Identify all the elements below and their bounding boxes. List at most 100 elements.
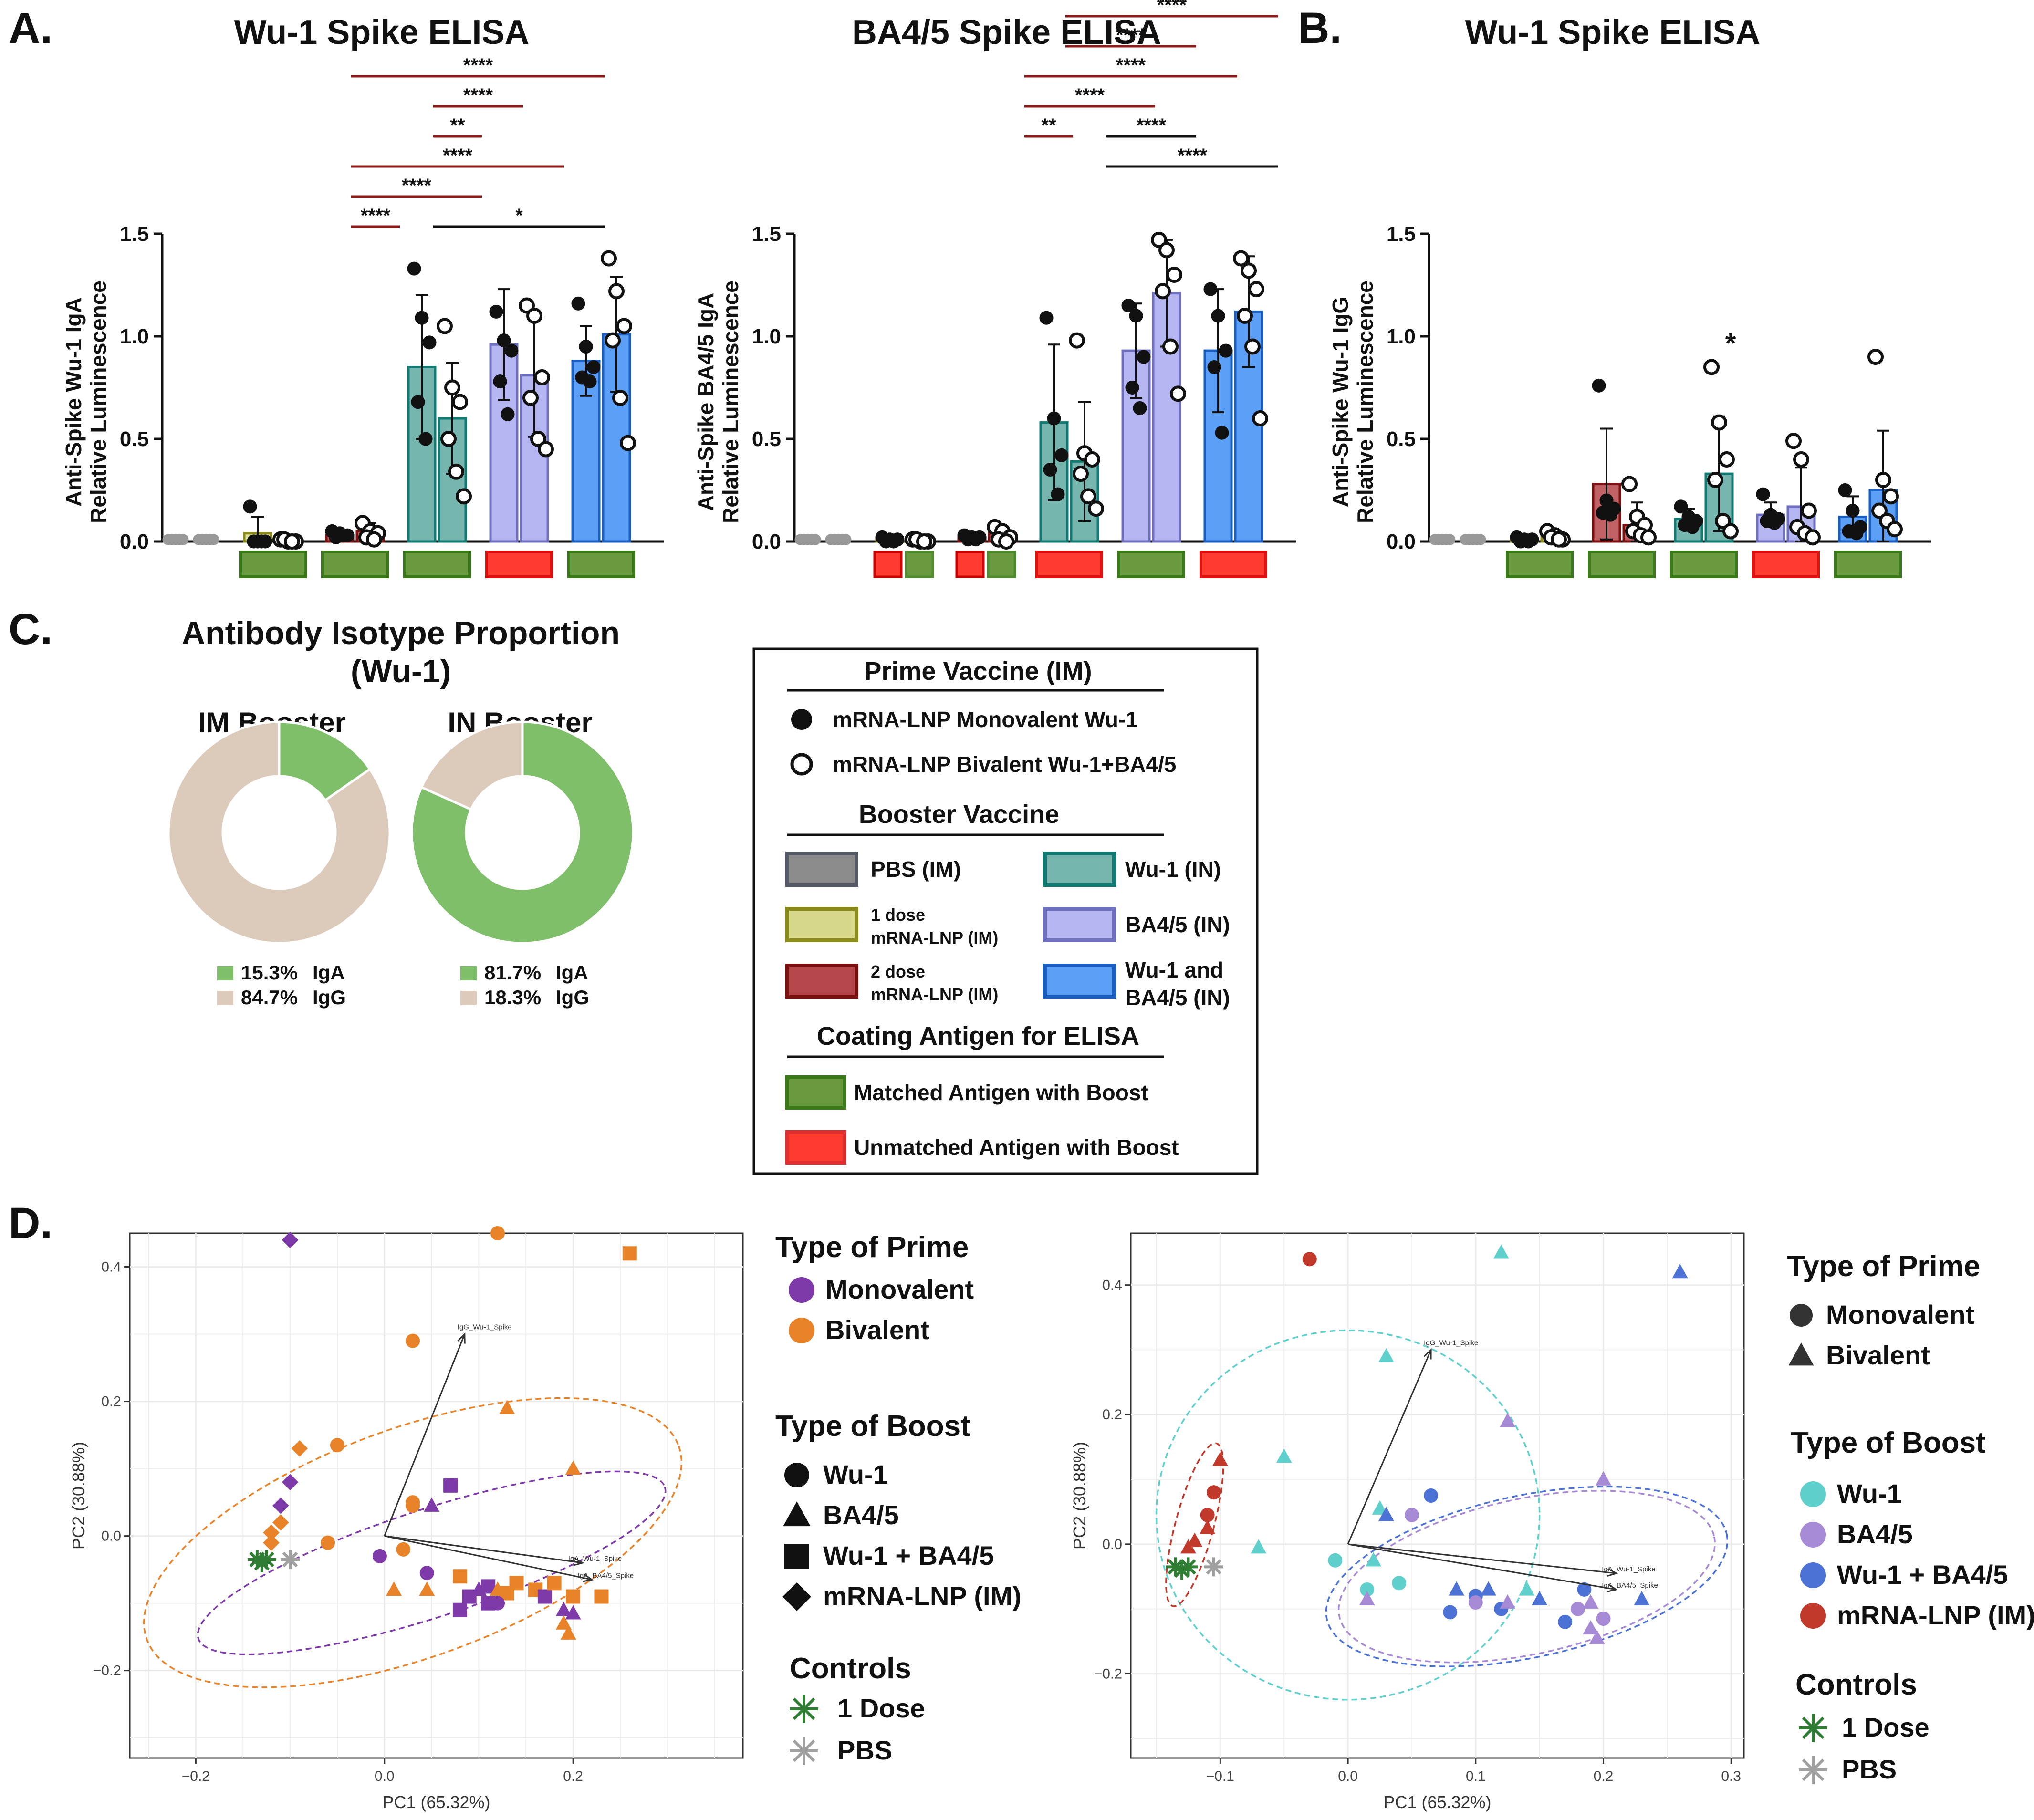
pca-point (1378, 1507, 1394, 1521)
pca-point (462, 1589, 477, 1604)
pca-legend-marker (790, 1695, 818, 1723)
donut-legend-label: IgG (556, 986, 589, 1009)
coating-box-matched (1834, 551, 1902, 578)
significance-label: **** (1157, 0, 1187, 16)
star-stroke (1802, 1758, 1825, 1781)
pca-point (1583, 1620, 1599, 1635)
pca-point (1634, 1591, 1650, 1606)
legend-prime-header: Prime Vaccine (IM) (864, 657, 1092, 686)
coating-box-matched (905, 551, 934, 578)
arrow-head (1606, 1583, 1618, 1592)
pca-point (1481, 1581, 1497, 1596)
legend-booster-label: 2 dose (871, 962, 925, 981)
pca-point (509, 1576, 524, 1591)
pca-point (499, 1400, 515, 1414)
confidence-ellipse (143, 1397, 683, 1688)
pca-point (1302, 1252, 1317, 1267)
data-point (1715, 513, 1731, 529)
pca-point (1378, 1348, 1394, 1362)
y-tick-label: 0.0 (101, 1529, 121, 1544)
pca-legend-label: mRNA-LNP (IM) (823, 1581, 1022, 1611)
legend-booster-swatch (785, 964, 858, 999)
data-point (1846, 504, 1860, 518)
donut-legend-pct: 81.7% (484, 961, 541, 984)
data-point (284, 533, 300, 550)
pca-point (1180, 1539, 1196, 1554)
pca-point (555, 1602, 572, 1616)
pca-point (1328, 1553, 1343, 1568)
pca-legend-marker (1799, 1756, 1827, 1784)
data-point (1155, 283, 1171, 300)
data-point (1237, 308, 1253, 324)
y-tick-label: 0.0 (1387, 530, 1416, 553)
loading-arrow (384, 1535, 583, 1564)
legend-booster-swatch (785, 852, 858, 887)
pca-legend-header: Type of Boost (1791, 1426, 1986, 1459)
data-point (1088, 500, 1104, 517)
y-tick-label: 0.4 (1102, 1278, 1122, 1293)
data-point (1069, 332, 1085, 349)
chart-title: Wu-1 Spike ELISA (1465, 13, 1761, 52)
data-point (456, 488, 472, 505)
data-point (1129, 309, 1143, 323)
pca-legend-label: BA4/5 (823, 1500, 899, 1530)
data-point (422, 335, 437, 350)
star-stroke (1206, 1559, 1222, 1575)
pca-point (424, 1497, 440, 1512)
data-point (497, 333, 511, 348)
coating-box-unmatched (1035, 551, 1103, 578)
legend-booster-label: BA4/5 (IN) (1125, 912, 1230, 937)
arrow-label: IgA_BA4/5_Spike (1602, 1581, 1658, 1590)
data-point (1080, 488, 1096, 505)
pca-point (560, 1625, 576, 1640)
data-point (1162, 338, 1179, 355)
coating-box-unmatched (1200, 551, 1267, 578)
coating-box-matched (567, 551, 635, 578)
data-point (1047, 411, 1061, 426)
arrow-label: IgA_BA4/5_Spike (578, 1571, 634, 1580)
arrow-label: IgG_Wu-1_Spike (1424, 1339, 1478, 1347)
data-point (440, 431, 457, 447)
pca-point (1251, 1539, 1267, 1554)
legend-booster-swatch (1043, 907, 1116, 942)
data-point (1244, 338, 1261, 355)
pca-point (281, 1550, 300, 1569)
pca-point (1360, 1582, 1375, 1597)
coating-box-matched (1588, 551, 1656, 578)
data-point (583, 374, 597, 389)
pca-point (396, 1542, 411, 1557)
data-point (1883, 488, 1899, 505)
pca-legend-marker (1800, 1562, 1826, 1588)
legend-filled-circle (791, 709, 812, 730)
confidence-ellipse (197, 1470, 667, 1655)
pca-point (537, 1589, 552, 1604)
pca-legend-marker (784, 1463, 809, 1487)
pca-point (272, 1514, 289, 1531)
coating-box-unmatched (485, 551, 553, 578)
coating-box-matched (1117, 551, 1185, 578)
data-point (1875, 472, 1891, 488)
pca-point (1589, 1630, 1605, 1644)
data-point (605, 332, 621, 349)
legend-booster-label: mRNA-LNP (IM) (871, 985, 998, 1004)
data-point (998, 533, 1014, 550)
pca-point (1200, 1508, 1215, 1522)
y-tick-label: 0.0 (752, 530, 781, 553)
significance-label: * (1725, 328, 1736, 359)
loading-arrow (384, 1333, 466, 1537)
star-stroke (259, 1551, 274, 1568)
coating-box-matched (987, 551, 1016, 578)
y-tick-label: 0.0 (1102, 1537, 1122, 1552)
data-point (243, 499, 257, 514)
y-axis-label: Relative Luminescence (1353, 281, 1377, 523)
pca-legend-marker (784, 1544, 809, 1569)
pca-point (282, 1231, 299, 1248)
significance-label: **** (402, 175, 432, 196)
data-point (437, 318, 453, 334)
x-tick-label: −0.1 (1206, 1768, 1234, 1784)
data-point (1719, 451, 1735, 468)
data-point (1801, 502, 1817, 519)
legend-booster-swatch (785, 907, 858, 942)
panel-label-d: D. (9, 1199, 52, 1248)
